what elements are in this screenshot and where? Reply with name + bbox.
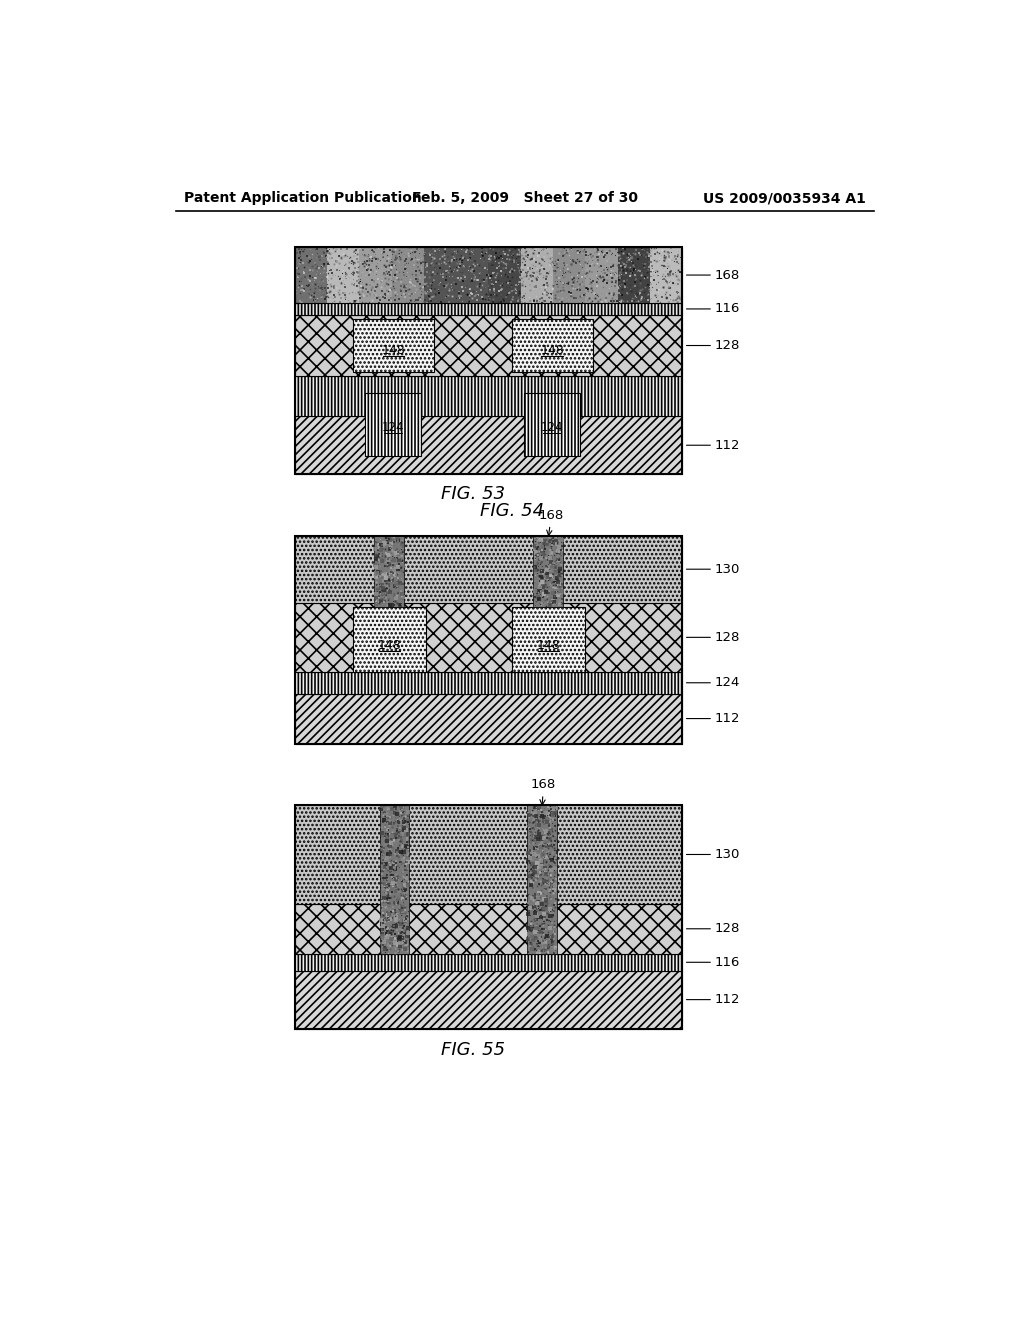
- Text: 148: 148: [537, 639, 560, 652]
- Bar: [295, 954, 682, 970]
- Bar: [366, 393, 421, 457]
- Bar: [534, 536, 563, 607]
- Bar: [375, 536, 403, 607]
- Bar: [295, 314, 682, 376]
- Text: 148: 148: [541, 345, 564, 358]
- Bar: [617, 247, 650, 304]
- Bar: [527, 805, 557, 954]
- Bar: [359, 247, 391, 304]
- Bar: [295, 693, 682, 743]
- Text: US 2009/0035934 A1: US 2009/0035934 A1: [702, 191, 866, 206]
- Bar: [380, 805, 410, 954]
- Text: FIG. 55: FIG. 55: [440, 1041, 505, 1060]
- Bar: [424, 247, 456, 304]
- Bar: [295, 376, 682, 416]
- Text: 124: 124: [541, 421, 563, 434]
- Bar: [295, 247, 327, 304]
- Text: 168: 168: [531, 779, 556, 805]
- Bar: [295, 247, 682, 474]
- Text: 148: 148: [382, 345, 406, 358]
- Text: 124: 124: [382, 421, 404, 434]
- Bar: [295, 805, 682, 904]
- Bar: [650, 247, 682, 304]
- Bar: [553, 247, 586, 304]
- Text: 124: 124: [715, 676, 740, 689]
- Text: 112: 112: [715, 438, 740, 451]
- Text: 128: 128: [715, 339, 740, 352]
- Bar: [352, 607, 426, 672]
- Bar: [456, 247, 488, 304]
- Text: FIG. 54: FIG. 54: [479, 503, 544, 520]
- Bar: [352, 318, 434, 372]
- Bar: [524, 393, 580, 457]
- Bar: [295, 416, 682, 474]
- Text: 148: 148: [378, 639, 401, 652]
- Text: 128: 128: [715, 923, 740, 936]
- Text: 112: 112: [715, 993, 740, 1006]
- Text: 130: 130: [715, 562, 740, 576]
- Bar: [295, 247, 682, 304]
- Bar: [391, 247, 424, 304]
- Bar: [295, 304, 682, 314]
- Text: 168: 168: [715, 268, 740, 281]
- Bar: [488, 247, 520, 304]
- Bar: [295, 247, 682, 304]
- Text: 128: 128: [715, 631, 740, 644]
- Text: Feb. 5, 2009   Sheet 27 of 30: Feb. 5, 2009 Sheet 27 of 30: [412, 191, 638, 206]
- Text: 130: 130: [715, 847, 740, 861]
- Bar: [512, 607, 586, 672]
- Bar: [295, 970, 682, 1028]
- Bar: [295, 536, 682, 603]
- Text: 116: 116: [715, 302, 740, 315]
- Text: FIG. 53: FIG. 53: [440, 484, 505, 503]
- Bar: [295, 536, 682, 743]
- Bar: [295, 603, 682, 672]
- Text: 112: 112: [715, 711, 740, 725]
- Text: 116: 116: [715, 956, 740, 969]
- Bar: [295, 904, 682, 954]
- Text: 168: 168: [539, 508, 564, 536]
- Bar: [295, 805, 682, 1028]
- Bar: [327, 247, 359, 304]
- Bar: [586, 247, 617, 304]
- Bar: [512, 318, 593, 372]
- Bar: [520, 247, 553, 304]
- Bar: [295, 672, 682, 693]
- Text: Patent Application Publication: Patent Application Publication: [183, 191, 422, 206]
